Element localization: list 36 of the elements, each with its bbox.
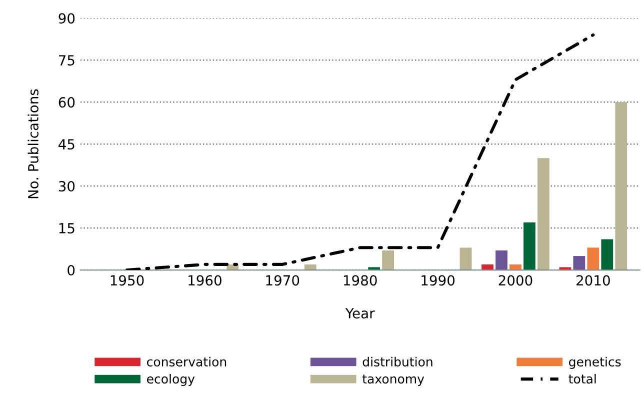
x-tick-label: 1990 <box>422 275 455 286</box>
bar <box>510 264 522 270</box>
y-tick-label: 0 <box>68 264 75 276</box>
y-axis-title: No. Publications <box>28 89 38 198</box>
x-tick-label: 1950 <box>110 275 144 286</box>
bar <box>382 250 394 270</box>
bar <box>615 102 628 270</box>
legend-label: total <box>568 374 596 384</box>
bar <box>482 264 494 270</box>
legend-label: conservation <box>147 356 226 366</box>
legend-label: distribution <box>362 356 432 366</box>
bar <box>573 256 586 270</box>
x-axis-title: Year <box>345 308 375 319</box>
y-tick-label: 15 <box>59 223 74 234</box>
legend-label: taxonomy <box>362 374 424 386</box>
bar <box>601 239 614 270</box>
bar <box>460 248 472 270</box>
x-tick-label: 2000 <box>498 275 532 286</box>
legend-label: genetics <box>569 356 621 369</box>
x-tick-label: 1960 <box>188 275 222 286</box>
y-tick-label: 90 <box>58 13 75 24</box>
x-tick-label: 2010 <box>576 275 610 286</box>
bar <box>587 248 600 270</box>
x-tick-label: 1980 <box>344 275 377 286</box>
line-series <box>125 33 595 270</box>
bar <box>496 250 508 270</box>
legend-label: ecology <box>147 374 195 386</box>
bar <box>368 267 380 270</box>
y-tick-label: 60 <box>58 97 75 108</box>
bar <box>304 264 316 270</box>
y-tick-label: 30 <box>58 181 75 192</box>
bar <box>524 222 536 270</box>
y-tick-label: 45 <box>58 139 74 150</box>
y-tick-label: 75 <box>58 55 74 66</box>
x-tick-label: 1970 <box>266 275 300 286</box>
bar <box>538 158 550 270</box>
